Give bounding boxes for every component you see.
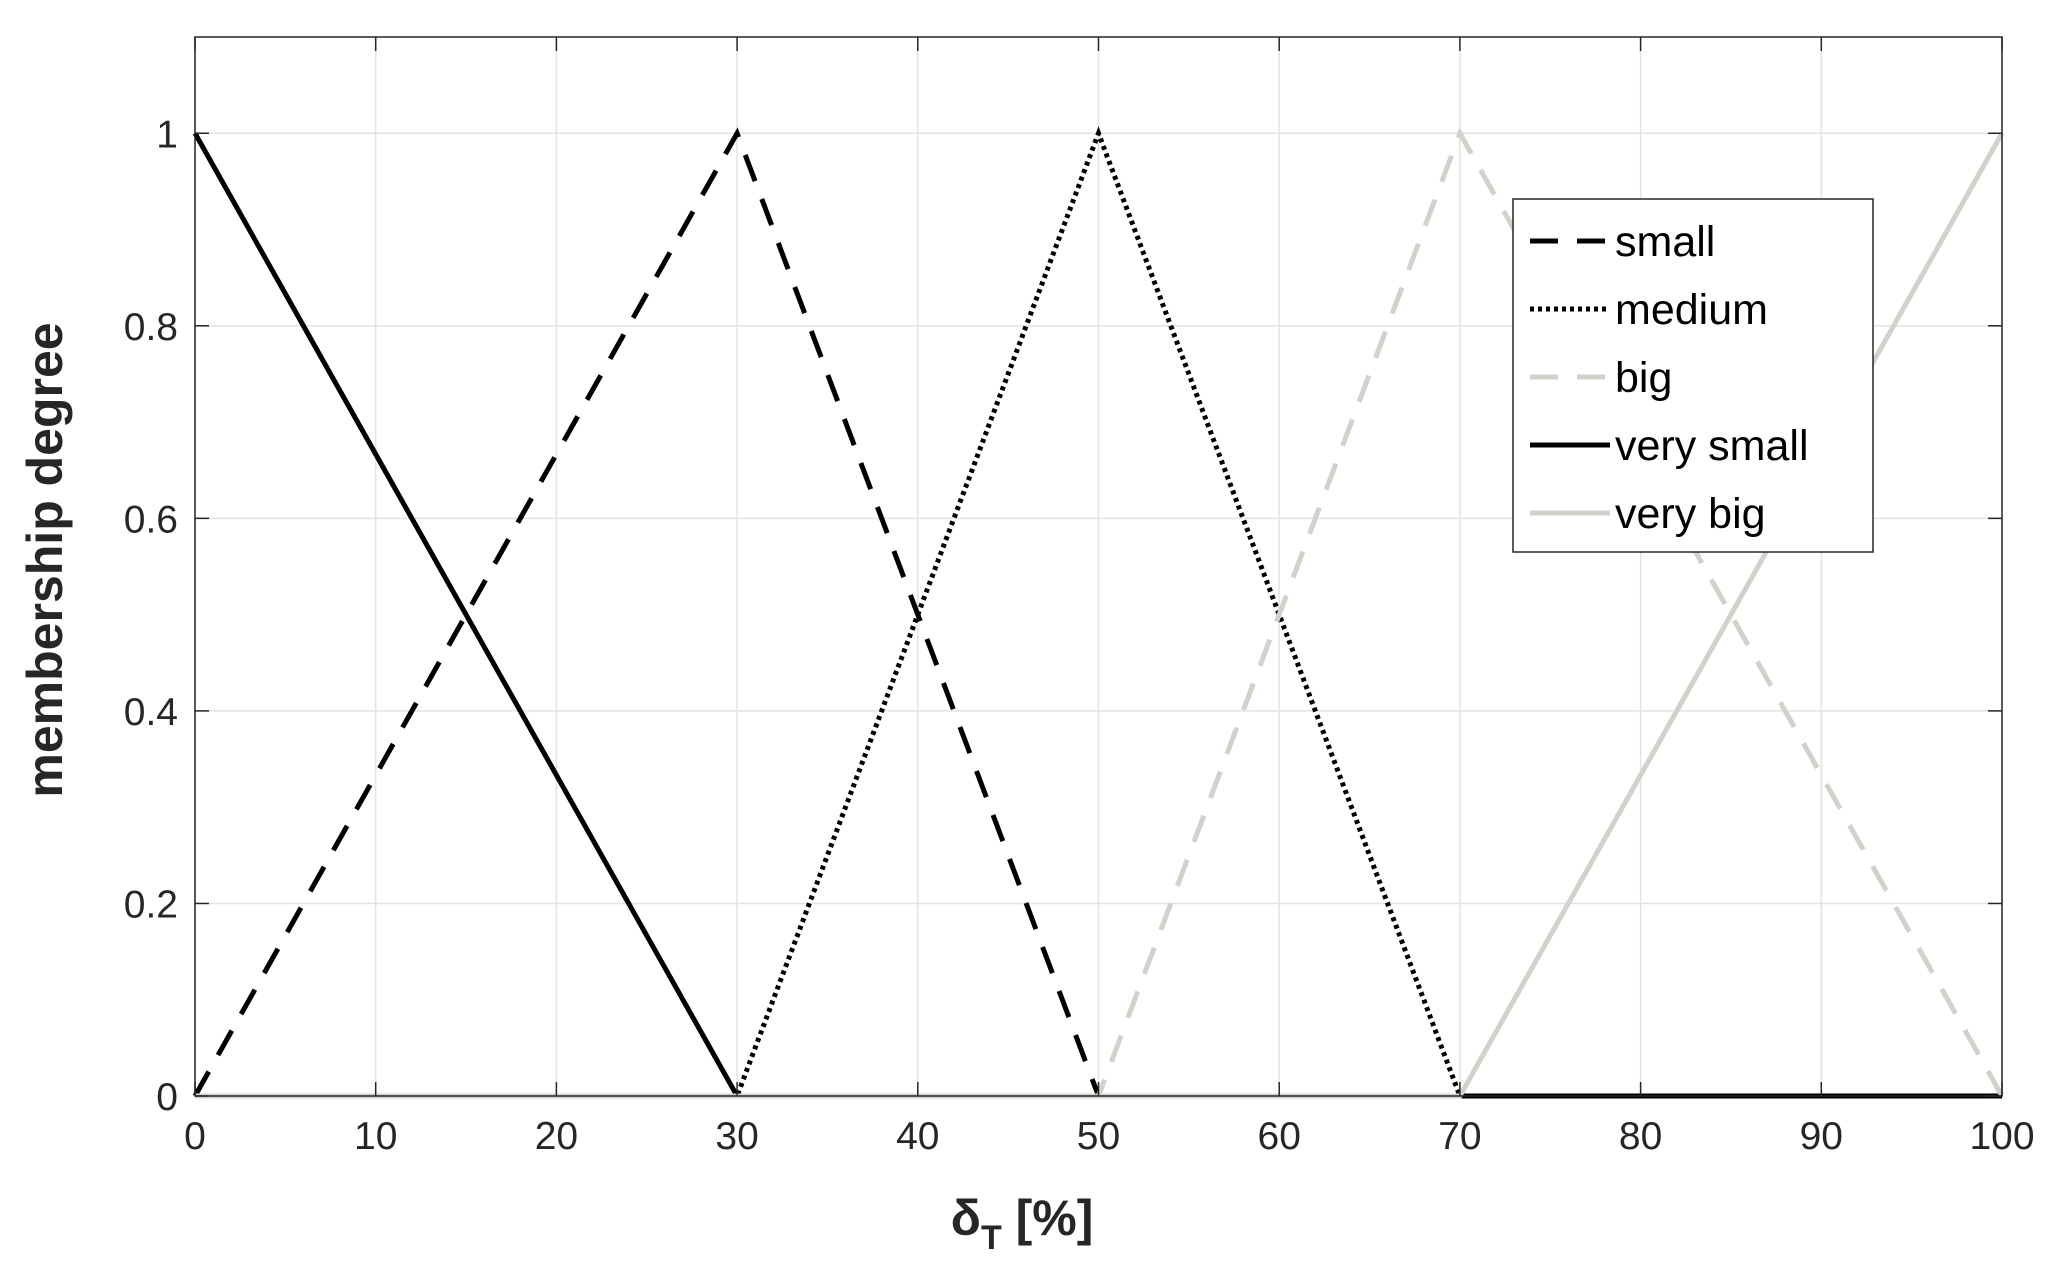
legend: small medium big very small very big xyxy=(1512,198,1874,553)
x-tick-label: 30 xyxy=(715,1115,758,1158)
x-tick-label: 20 xyxy=(535,1115,578,1158)
y-tick-label: 1 xyxy=(156,113,178,156)
x-tick-label: 50 xyxy=(1077,1115,1120,1158)
y-axis-label: membership degree xyxy=(17,322,73,797)
x-axis-label-main: δ xyxy=(951,1190,981,1246)
y-tick-label: 0.6 xyxy=(124,498,178,541)
legend-label-very-small: very small xyxy=(1615,422,1809,470)
axis-ticks xyxy=(194,37,2003,1097)
y-tick-label: 0 xyxy=(156,1076,178,1119)
series-line-small xyxy=(192,127,2002,1099)
x-tick-label: 40 xyxy=(896,1115,939,1158)
x-tick-label: 90 xyxy=(1800,1115,1843,1158)
legend-label-big: big xyxy=(1615,354,1672,402)
x-tick-label: 70 xyxy=(1438,1115,1481,1158)
legend-label-small: small xyxy=(1615,218,1715,266)
x-axis-label: δT [%] xyxy=(951,1190,1094,1257)
series-line-big xyxy=(195,127,2005,1099)
y-tick-labels: 0 0.2 0.4 0.6 0.8 1 xyxy=(124,113,178,1119)
legend-label-very-big: very big xyxy=(1615,490,1766,538)
grid xyxy=(194,37,2003,1097)
y-tick-label: 0.2 xyxy=(124,883,178,926)
x-tick-label: 80 xyxy=(1619,1115,1662,1158)
y-tick-label: 0.4 xyxy=(124,691,178,734)
x-tick-labels: 0 10 20 30 40 50 60 70 80 90 100 xyxy=(184,1115,2034,1158)
legend-box xyxy=(1512,198,1874,553)
x-axis-label-sub: T xyxy=(981,1219,1002,1257)
legend-label-medium: medium xyxy=(1615,286,1768,334)
x-tick-label: 10 xyxy=(354,1115,397,1158)
x-axis-label-unit: [%] xyxy=(1002,1190,1094,1246)
x-tick-label: 60 xyxy=(1258,1115,1301,1158)
y-tick-label: 0.8 xyxy=(124,306,178,349)
x-tick-label: 100 xyxy=(1969,1115,2034,1158)
x-tick-label: 0 xyxy=(184,1115,206,1158)
